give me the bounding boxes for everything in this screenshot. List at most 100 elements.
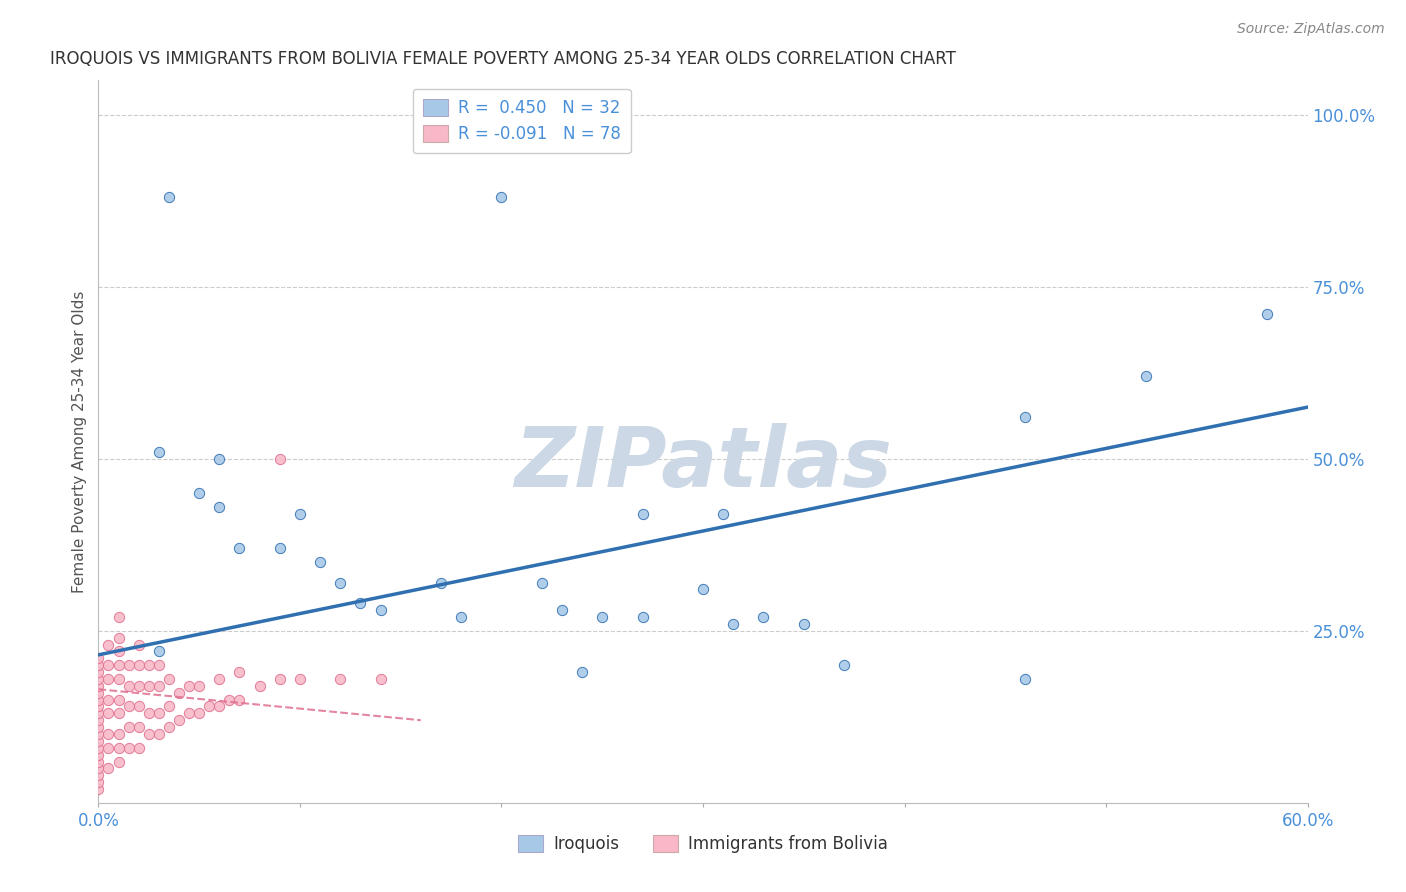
Point <box>430 575 453 590</box>
Point <box>692 582 714 597</box>
Point <box>97 761 120 775</box>
Point <box>711 507 734 521</box>
Point <box>128 679 150 693</box>
Point <box>87 747 110 762</box>
Point <box>87 706 110 721</box>
Point <box>167 713 190 727</box>
Point <box>87 720 110 734</box>
Point <box>249 679 271 693</box>
Point <box>349 596 371 610</box>
Point <box>97 740 120 755</box>
Point <box>157 699 180 714</box>
Point <box>118 740 141 755</box>
Point <box>157 672 180 686</box>
Point <box>329 672 352 686</box>
Point <box>1135 369 1157 384</box>
Point <box>128 720 150 734</box>
Point <box>157 720 180 734</box>
Point <box>148 706 170 721</box>
Point <box>1014 410 1036 425</box>
Point <box>188 706 211 721</box>
Point <box>793 616 815 631</box>
Point <box>138 727 160 741</box>
Point <box>370 603 392 617</box>
Text: ZIPatlas: ZIPatlas <box>515 423 891 504</box>
Point <box>228 692 250 706</box>
Point <box>228 665 250 679</box>
Point <box>87 672 110 686</box>
Point <box>832 658 855 673</box>
Point <box>107 610 129 624</box>
Point <box>228 541 250 556</box>
Point <box>138 679 160 693</box>
Point <box>571 665 593 679</box>
Point <box>208 500 231 514</box>
Point <box>87 679 110 693</box>
Point <box>1256 307 1278 321</box>
Point <box>1014 672 1036 686</box>
Point <box>87 775 110 789</box>
Point <box>87 734 110 748</box>
Point <box>179 679 201 693</box>
Point <box>128 658 150 673</box>
Point <box>107 727 129 741</box>
Point <box>138 658 160 673</box>
Legend: Iroquois, Immigrants from Bolivia: Iroquois, Immigrants from Bolivia <box>512 828 894 860</box>
Point <box>87 686 110 700</box>
Point <box>269 541 291 556</box>
Point <box>269 672 291 686</box>
Point <box>269 451 291 466</box>
Point <box>118 699 141 714</box>
Point <box>107 631 129 645</box>
Point <box>107 692 129 706</box>
Y-axis label: Female Poverty Among 25-34 Year Olds: Female Poverty Among 25-34 Year Olds <box>72 291 87 592</box>
Point <box>188 486 211 500</box>
Point <box>87 755 110 769</box>
Point <box>87 665 110 679</box>
Point <box>118 720 141 734</box>
Point <box>107 658 129 673</box>
Point <box>138 706 160 721</box>
Point <box>198 699 221 714</box>
Point <box>87 692 110 706</box>
Point <box>87 782 110 797</box>
Point <box>208 672 231 686</box>
Point <box>631 507 654 521</box>
Point <box>530 575 553 590</box>
Point <box>551 603 574 617</box>
Point <box>752 610 775 624</box>
Point <box>107 672 129 686</box>
Text: IROQUOIS VS IMMIGRANTS FROM BOLIVIA FEMALE POVERTY AMONG 25-34 YEAR OLDS CORRELA: IROQUOIS VS IMMIGRANTS FROM BOLIVIA FEMA… <box>51 50 956 68</box>
Point <box>188 679 211 693</box>
Point <box>87 768 110 782</box>
Point <box>208 451 231 466</box>
Point <box>87 713 110 727</box>
Point <box>128 699 150 714</box>
Point <box>97 706 120 721</box>
Point <box>208 699 231 714</box>
Point <box>309 555 332 569</box>
Point <box>87 740 110 755</box>
Point <box>97 692 120 706</box>
Point <box>631 610 654 624</box>
Point <box>107 706 129 721</box>
Point <box>118 658 141 673</box>
Point <box>97 638 120 652</box>
Point <box>148 727 170 741</box>
Point <box>450 610 472 624</box>
Point <box>107 740 129 755</box>
Point <box>491 190 513 204</box>
Point <box>167 686 190 700</box>
Point <box>179 706 201 721</box>
Point <box>97 672 120 686</box>
Point <box>157 190 180 204</box>
Point <box>288 672 311 686</box>
Point <box>97 658 120 673</box>
Point <box>288 507 311 521</box>
Point <box>107 755 129 769</box>
Point <box>218 692 240 706</box>
Point <box>87 761 110 775</box>
Point <box>723 616 745 631</box>
Point <box>97 727 120 741</box>
Point <box>591 610 613 624</box>
